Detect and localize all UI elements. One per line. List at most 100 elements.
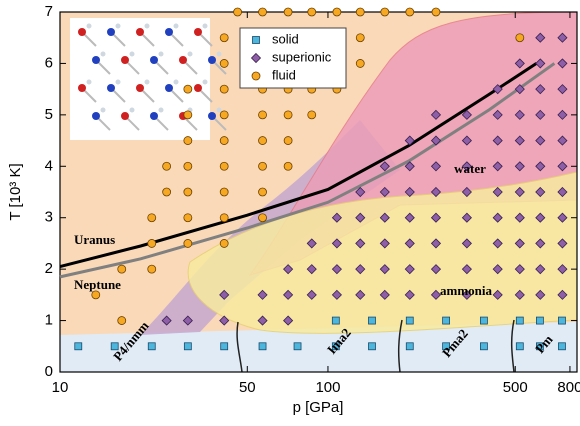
y-tick-label: 5 [45,106,53,123]
marker-fluid [259,188,267,196]
marker-fluid [220,34,228,42]
marker-solid [259,343,266,350]
atom [165,84,173,92]
marker-solid [368,317,375,324]
marker-fluid [118,317,126,325]
marker-fluid [220,188,228,196]
atom [159,52,164,57]
chart: p [GPa] T [10³ K] 105010050080001234567U… [0,0,580,421]
y-tick-label: 4 [45,157,53,174]
atom [92,112,100,120]
marker-solid [221,343,228,350]
marker-solid [406,317,413,324]
marker-fluid [234,8,242,16]
marker-solid [332,317,339,324]
marker-solid [516,317,523,324]
atom [179,56,187,64]
marker-fluid [220,111,228,119]
y-tick-label: 7 [45,3,53,20]
marker-solid [294,343,301,350]
marker-fluid [220,214,228,222]
marker-fluid [432,8,440,16]
marker-fluid [381,8,389,16]
atom [174,24,179,29]
atom [217,52,222,57]
marker-fluid [184,188,192,196]
marker-fluid [356,8,364,16]
marker-solid [368,343,375,350]
marker-solid [406,343,413,350]
x-tick-label: 800 [557,379,580,396]
marker-fluid [184,137,192,145]
marker-solid [516,343,523,350]
marker-fluid [184,214,192,222]
marker-fluid [148,214,156,222]
isentrope-label: Neptune [74,277,121,292]
annotation: water [454,161,486,176]
legend-label: superionic [272,49,332,64]
atom [203,24,208,29]
x-tick-label: 50 [239,379,256,396]
y-tick-label: 3 [45,209,53,226]
atom [107,84,115,92]
atom [121,112,129,120]
marker-fluid [259,214,267,222]
marker-solid [536,317,543,324]
marker-fluid [220,137,228,145]
marker-fluid [184,162,192,170]
atom [130,52,135,57]
marker-fluid [284,137,292,145]
marker-fluid [516,34,524,42]
atom [87,80,92,85]
atom [116,24,121,29]
marker-fluid [406,8,414,16]
atom [121,56,129,64]
y-tick-label: 0 [45,363,53,380]
annotation: ammonia [440,283,493,298]
atom [107,28,115,36]
atom [150,56,158,64]
isentrope-label: Uranus [74,232,115,247]
atom [101,108,106,113]
atom [150,112,158,120]
atom [208,112,216,120]
marker-solid [184,343,191,350]
x-tick-label: 10 [52,379,69,396]
marker-fluid [284,162,292,170]
x-tick-label: 500 [503,379,528,396]
marker-fluid [308,8,316,16]
atom [145,24,150,29]
x-axis-label: p [GPa] [293,399,344,416]
atom [208,56,216,64]
atom [116,80,121,85]
atom [165,28,173,36]
y-tick-label: 6 [45,54,53,71]
legend-marker [252,72,260,80]
legend-label: fluid [272,67,296,82]
marker-fluid [220,85,228,93]
marker-fluid [92,291,100,299]
marker-solid [148,343,155,350]
marker-fluid [284,8,292,16]
marker-fluid [259,162,267,170]
atom [194,28,202,36]
structure-inset [70,18,226,140]
marker-solid [480,343,487,350]
marker-fluid [118,265,126,273]
marker-fluid [163,162,171,170]
atom [136,84,144,92]
marker-solid [558,343,565,350]
marker-fluid [220,162,228,170]
atom [78,28,86,36]
legend-label: solid [272,31,299,46]
marker-solid [75,343,82,350]
y-tick-label: 2 [45,260,53,277]
atom [92,56,100,64]
atom [78,84,86,92]
atom [194,84,202,92]
atom [101,52,106,57]
marker-fluid [333,8,341,16]
marker-fluid [163,188,171,196]
legend-marker [253,37,260,44]
marker-fluid [259,137,267,145]
